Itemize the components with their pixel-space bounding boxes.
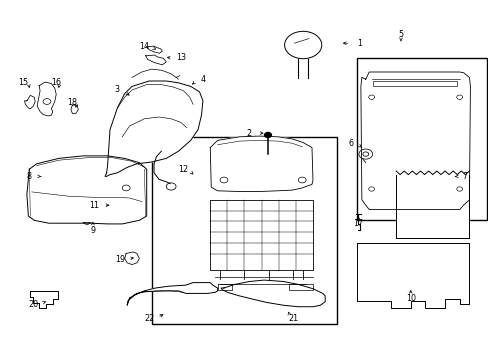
Text: 16: 16 — [51, 78, 61, 87]
Polygon shape — [27, 156, 146, 224]
Text: 1: 1 — [356, 39, 361, 48]
Bar — [372, 81, 456, 86]
Polygon shape — [210, 136, 312, 192]
Text: 4: 4 — [200, 75, 205, 84]
Polygon shape — [30, 291, 58, 308]
Text: 8: 8 — [27, 172, 32, 181]
Polygon shape — [146, 46, 162, 53]
Text: 11: 11 — [89, 201, 99, 210]
Text: 15: 15 — [19, 78, 28, 87]
Text: 18: 18 — [67, 98, 77, 107]
Text: 5: 5 — [398, 30, 403, 39]
Polygon shape — [105, 81, 203, 176]
Text: 10: 10 — [405, 294, 415, 303]
Text: 21: 21 — [288, 314, 298, 323]
Polygon shape — [24, 95, 35, 109]
Polygon shape — [288, 284, 312, 290]
Polygon shape — [395, 175, 468, 238]
Bar — [151, 137, 337, 324]
Text: 6: 6 — [348, 139, 353, 148]
Text: 9: 9 — [90, 226, 95, 235]
Polygon shape — [127, 283, 217, 305]
Circle shape — [264, 132, 271, 138]
Text: 2: 2 — [246, 129, 251, 138]
Text: 12: 12 — [178, 165, 188, 174]
Polygon shape — [210, 200, 312, 270]
Text: 20: 20 — [28, 300, 38, 309]
Text: 3: 3 — [115, 85, 120, 94]
Polygon shape — [360, 72, 469, 210]
Polygon shape — [124, 252, 139, 265]
Polygon shape — [221, 280, 325, 307]
Text: 7: 7 — [461, 172, 466, 181]
Text: 17: 17 — [353, 219, 363, 228]
Polygon shape — [71, 105, 78, 113]
Polygon shape — [217, 284, 232, 290]
Text: 22: 22 — [144, 314, 154, 323]
Polygon shape — [356, 243, 468, 308]
Polygon shape — [37, 82, 56, 116]
Text: 19: 19 — [115, 255, 124, 264]
Polygon shape — [145, 55, 166, 65]
Bar — [356, 58, 486, 220]
Text: 13: 13 — [176, 53, 185, 62]
Text: 14: 14 — [139, 42, 149, 51]
